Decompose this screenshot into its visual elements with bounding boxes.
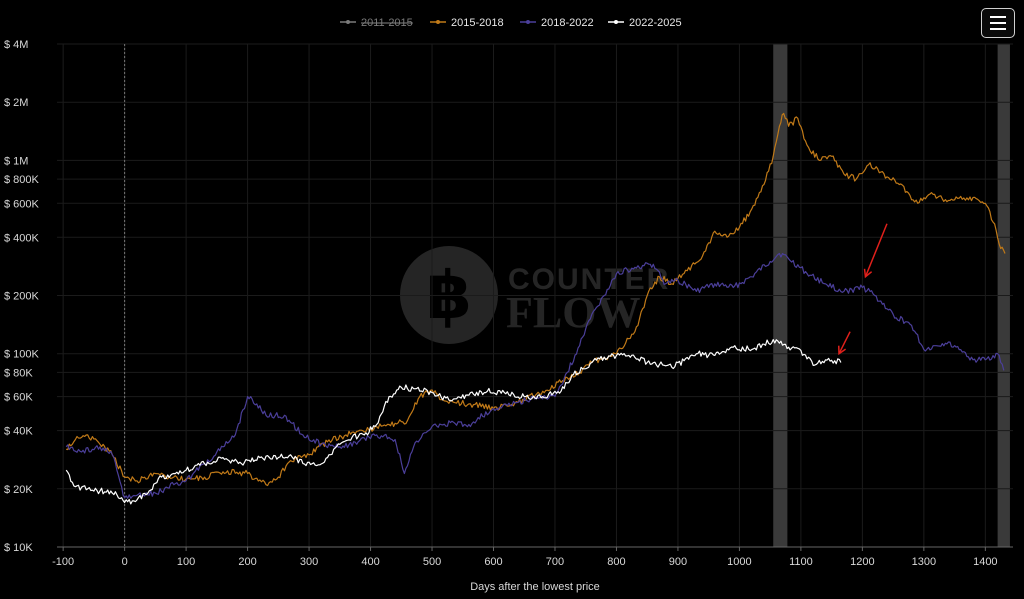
legend-marker-2022-2025 xyxy=(614,20,618,24)
legend-marker-2011-2015 xyxy=(346,20,350,24)
y-tick-label: $ 4M xyxy=(4,39,28,51)
y-tick-label: $ 600K xyxy=(4,198,40,210)
x-tick-label: 1400 xyxy=(973,556,997,568)
menu-bar xyxy=(990,22,1006,24)
y-tick-label: $ 10K xyxy=(4,542,33,554)
series-line-2022-2025 xyxy=(65,339,842,505)
menu-bar xyxy=(990,28,1006,30)
y-tick-label: $ 800K xyxy=(4,174,40,186)
y-tick-label: $ 200K xyxy=(4,291,40,303)
annotation-arrowhead-1 xyxy=(863,268,873,279)
legend-label-2022-2025[interactable]: 2022-2025 xyxy=(629,17,682,29)
x-tick-label: 100 xyxy=(177,556,195,568)
x-tick-label: 200 xyxy=(238,556,256,568)
annotation-arrow-1 xyxy=(864,223,888,278)
menu-bar xyxy=(990,16,1006,18)
y-tick-label: $ 1M xyxy=(4,155,28,167)
x-tick-label: 500 xyxy=(423,556,441,568)
x-tick-label: 0 xyxy=(122,556,128,568)
hamburger-menu-icon[interactable] xyxy=(981,8,1015,38)
x-tick-label: 1200 xyxy=(850,556,874,568)
legend-marker-2015-2018 xyxy=(436,20,440,24)
y-tick-label: $ 2M xyxy=(4,97,28,109)
x-tick-label: -100 xyxy=(52,556,74,568)
x-axis-label: Days after the lowest price xyxy=(470,581,600,593)
y-tick-label: $ 400K xyxy=(4,232,40,244)
series-line-2015-2018 xyxy=(66,112,1006,487)
annotation-arrow-2 xyxy=(838,331,851,355)
x-tick-label: 900 xyxy=(669,556,687,568)
x-tick-label: 1000 xyxy=(727,556,751,568)
y-tick-label: $ 60K xyxy=(4,392,33,404)
x-tick-label: 600 xyxy=(484,556,502,568)
legend-marker-2018-2022 xyxy=(526,20,530,24)
x-tick-label: 1300 xyxy=(912,556,936,568)
series-line-2018-2022 xyxy=(65,252,1005,499)
y-tick-label: $ 40K xyxy=(4,426,33,438)
legend-label-2015-2018[interactable]: 2015-2018 xyxy=(451,17,504,29)
legend-label-2011-2015[interactable]: 2011-2015 xyxy=(361,17,413,29)
x-tick-label: 300 xyxy=(300,556,318,568)
x-tick-label: 400 xyxy=(361,556,379,568)
y-tick-label: $ 100K xyxy=(4,349,40,361)
watermark-line2: FLOW xyxy=(506,288,640,337)
x-tick-label: 700 xyxy=(546,556,564,568)
y-tick-label: $ 20K xyxy=(4,484,33,496)
annotation-arrowhead-2 xyxy=(837,345,847,356)
watermark: ฿ COUNTER FLOW xyxy=(400,246,668,344)
y-tick-label: $ 80K xyxy=(4,367,33,379)
x-tick-label: 1100 xyxy=(789,556,813,568)
legend-label-2018-2022[interactable]: 2018-2022 xyxy=(541,17,594,29)
x-tick-label: 800 xyxy=(607,556,625,568)
